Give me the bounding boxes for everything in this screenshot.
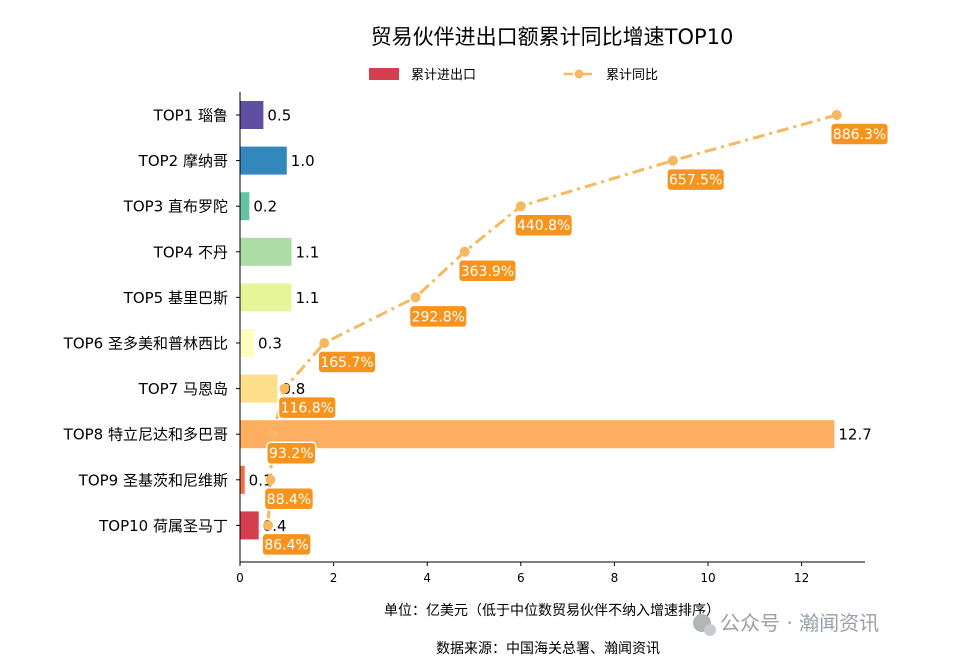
bar-value-label: 0.5 bbox=[267, 107, 291, 125]
bar bbox=[240, 237, 292, 266]
line-point bbox=[410, 292, 421, 303]
category-labels: TOP1 瑙鲁 TOP2 摩纳哥 TOP3 直布罗陀 TOP4 不丹 TOP5 基里巴斯… bbox=[63, 107, 240, 535]
x-tick-label: 4 bbox=[423, 571, 431, 585]
growth-label: 292.8% bbox=[412, 309, 465, 325]
bar-value-label: 1.0 bbox=[291, 152, 315, 170]
growth-label: 886.3% bbox=[833, 127, 886, 143]
watermark: 公众号 · 瀚闻资讯 bbox=[693, 611, 879, 636]
bar bbox=[240, 146, 287, 175]
category-label: TOP2 摩纳哥 bbox=[138, 152, 228, 170]
bar-value-label: 0.2 bbox=[253, 198, 277, 216]
x-axis: 0 2 4 6 8 10 12 bbox=[236, 92, 865, 585]
category-label: TOP10 荷属圣马丁 bbox=[98, 517, 228, 535]
growth-label-box bbox=[317, 350, 377, 374]
bar-value-label: 12.7 bbox=[838, 426, 871, 444]
growth-label: 440.8% bbox=[517, 218, 570, 234]
category-label: TOP4 不丹 bbox=[153, 243, 228, 261]
x-tick-label: 8 bbox=[611, 571, 619, 585]
growth-label: 88.4% bbox=[267, 492, 311, 508]
category-label: TOP6 圣多美和普林西比 bbox=[63, 335, 228, 353]
line-point bbox=[319, 338, 330, 348]
wechat-icon-small bbox=[704, 624, 716, 636]
x-tick-label: 10 bbox=[700, 571, 715, 585]
growth-label-box bbox=[514, 213, 574, 237]
bar bbox=[240, 101, 264, 129]
legend-line-marker bbox=[574, 69, 584, 79]
growth-label-box bbox=[829, 122, 890, 146]
growth-label-box bbox=[266, 441, 317, 465]
line-point bbox=[265, 474, 276, 485]
growth-label: 93.2% bbox=[269, 446, 313, 462]
category-label: TOP9 圣基茨和尼维斯 bbox=[78, 471, 228, 489]
growth-label: 86.4% bbox=[264, 537, 308, 553]
bar bbox=[240, 420, 835, 449]
growth-label-box bbox=[666, 167, 726, 192]
bars-group: 0.51.00.21.11.10.30.812.70.10.4 bbox=[240, 101, 872, 540]
growth-label: 363.9% bbox=[461, 264, 514, 280]
category-label: TOP1 瑙鲁 bbox=[153, 107, 228, 125]
x-axis-label: 单位：亿美元（低于中位数贸易伙伴不纳入增速排序） bbox=[384, 603, 720, 619]
line-point bbox=[263, 520, 274, 531]
bar-value-label: 1.1 bbox=[295, 289, 319, 307]
category-label: TOP3 直布罗陀 bbox=[123, 198, 228, 216]
line-point bbox=[667, 155, 678, 166]
x-tick-label: 12 bbox=[794, 571, 809, 585]
legend-line-label: 累计同比 bbox=[606, 68, 658, 83]
growth-line bbox=[266, 113, 838, 526]
bar bbox=[240, 511, 259, 540]
category-label: TOP5 基里巴斯 bbox=[123, 289, 228, 307]
line-point bbox=[831, 110, 842, 120]
x-tick-label: 0 bbox=[236, 571, 244, 585]
line-point bbox=[459, 246, 470, 257]
chart-title: 贸易伙伴进出口额累计同比增速TOP10 bbox=[371, 25, 734, 49]
growth-label-box bbox=[457, 259, 517, 283]
category-label: TOP7 马恩岛 bbox=[138, 380, 228, 398]
growth-label-box bbox=[263, 487, 315, 511]
bar-value-label: 0.3 bbox=[258, 335, 282, 353]
line-point bbox=[279, 383, 290, 394]
line-point bbox=[515, 201, 526, 212]
growth-label: 165.7% bbox=[320, 355, 373, 371]
line-point bbox=[267, 429, 278, 440]
bar bbox=[240, 283, 292, 312]
legend: 累计进出口 累计同比 bbox=[369, 68, 658, 83]
watermark-text: 公众号 · 瀚闻资讯 bbox=[720, 611, 879, 635]
growth-label-box bbox=[261, 532, 312, 557]
legend-bar-swatch bbox=[369, 68, 399, 80]
growth-label: 657.5% bbox=[669, 173, 722, 189]
growth-label-box bbox=[408, 304, 468, 329]
source-note: 数据来源：中国海关总署、瀚闻资讯 bbox=[436, 641, 660, 657]
bar bbox=[240, 374, 278, 403]
bar bbox=[240, 329, 255, 357]
legend-bar-label: 累计进出口 bbox=[411, 68, 476, 83]
growth-line-group: 886.3% 657.5% 440.8% 363.9% 292.8% 165.7% 116.… bbox=[261, 110, 890, 557]
category-label: TOP8 特立尼达和多巴哥 bbox=[63, 426, 228, 444]
x-tick-label: 6 bbox=[517, 571, 525, 585]
bar bbox=[240, 192, 250, 221]
x-tick-label: 2 bbox=[330, 571, 338, 585]
growth-label: 116.8% bbox=[281, 401, 334, 417]
growth-label-box bbox=[277, 395, 337, 420]
bar bbox=[240, 465, 245, 494]
bar-value-label: 1.1 bbox=[295, 243, 319, 261]
bar-value-label: 0.1 bbox=[249, 471, 273, 489]
